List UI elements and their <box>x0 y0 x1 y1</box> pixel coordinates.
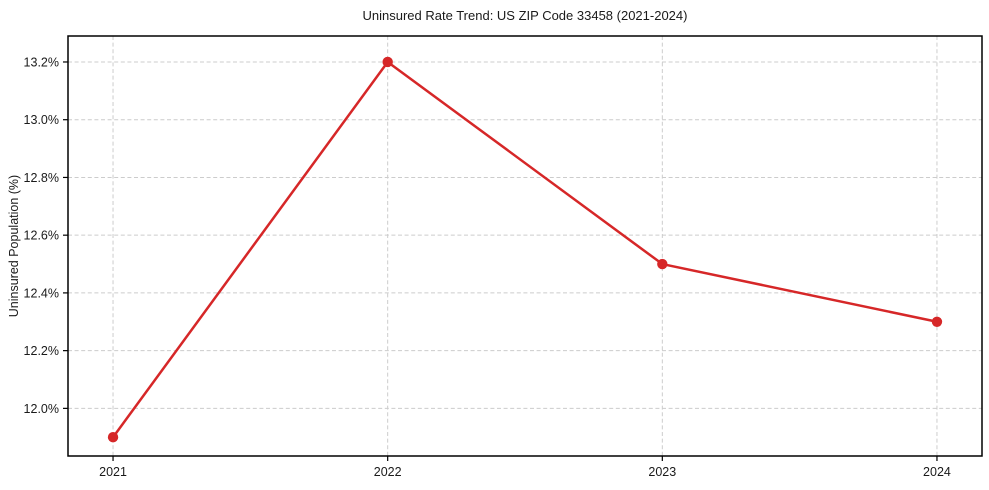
data-point <box>931 316 943 327</box>
data-point <box>382 56 393 68</box>
trend-line <box>111 60 939 439</box>
y-tick-label: 12.6% <box>24 229 59 243</box>
x-tick-label: 2021 <box>99 465 127 479</box>
y-tick-label: 12.4% <box>24 286 59 300</box>
data-point <box>107 432 119 443</box>
y-tick-label: 12.8% <box>24 171 59 185</box>
chart-title: Uninsured Rate Trend: US ZIP Code 33458 … <box>362 8 688 23</box>
x-tick-label: 2022 <box>374 465 402 479</box>
x-tick-label: 2023 <box>648 465 676 479</box>
x-tick-label: 2024 <box>923 465 951 479</box>
y-tick-label: 13.2% <box>24 55 59 69</box>
y-tick-label: 13.0% <box>24 113 59 127</box>
plot-border <box>67 35 983 457</box>
data-point <box>657 258 668 270</box>
y-tick-label: 12.2% <box>24 344 59 358</box>
y-tick-label: 12.0% <box>24 402 59 416</box>
